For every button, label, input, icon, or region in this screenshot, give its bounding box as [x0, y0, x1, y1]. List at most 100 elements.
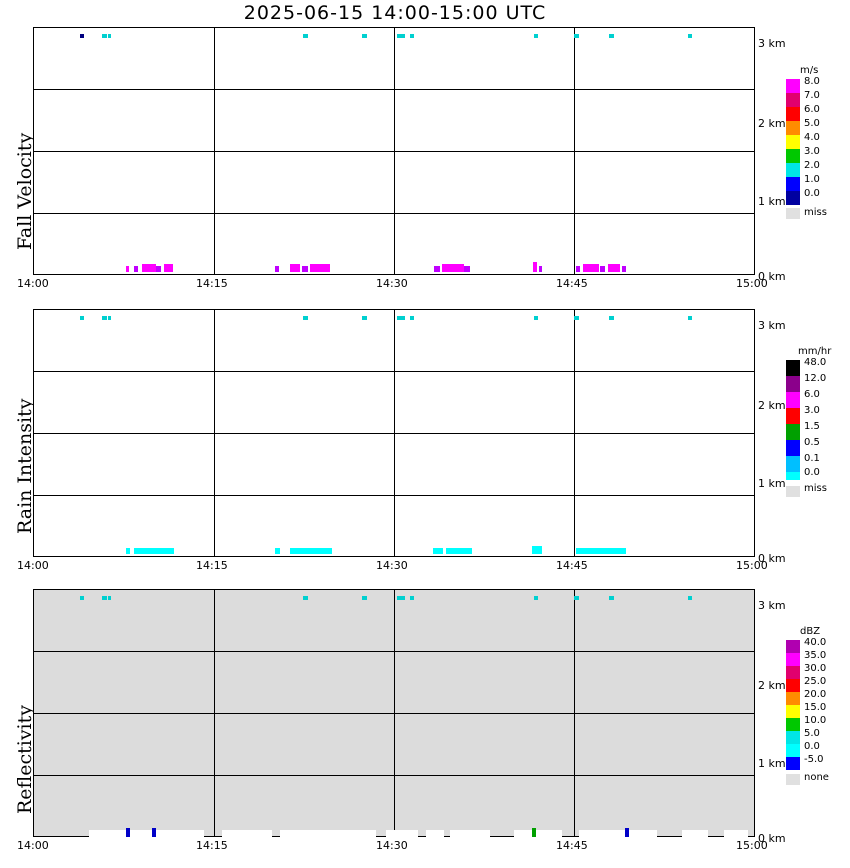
panel-fall-velocity-plot [33, 27, 755, 275]
data-cell [222, 830, 272, 837]
colorbar-swatch [786, 360, 800, 376]
gridline-v [214, 590, 215, 836]
data-cell [290, 548, 332, 554]
data-cell [126, 828, 130, 837]
data-cell [536, 830, 562, 837]
colorbar-tick: 10.0 [804, 715, 827, 726]
data-cell [534, 34, 538, 38]
xtick-label: 15:00 [736, 277, 768, 290]
colorbar-swatch [786, 679, 800, 692]
ytick-label: 3 km [758, 319, 786, 332]
data-cell [450, 830, 490, 837]
colorbar-missing-label: miss [804, 483, 827, 494]
colorbar-swatch [786, 731, 800, 744]
data-cell [134, 548, 174, 554]
gridline-v [214, 310, 215, 556]
xtick-label: 14:15 [196, 559, 228, 572]
figure-title: 2025-06-15 14:00-15:00 UTC [243, 2, 547, 24]
colorbar-swatch [786, 93, 800, 107]
colorbar-tick: 0.0 [804, 467, 820, 478]
ytick-label: 2 km [758, 679, 786, 692]
colorbar-tick: 0.0 [804, 741, 820, 752]
data-cell [397, 34, 405, 38]
ytick-label: 1 km [758, 757, 786, 770]
data-cell [532, 828, 536, 837]
data-cell [688, 34, 692, 38]
data-cell [134, 266, 138, 272]
xtick-label: 14:45 [556, 559, 588, 572]
data-cell [539, 266, 542, 272]
colorbar-swatch [786, 121, 800, 135]
colorbar-tick: 0.5 [804, 437, 820, 448]
colorbar-tick: 5.0 [804, 118, 820, 129]
colorbar-tick: 6.0 [804, 389, 820, 400]
data-cell [290, 264, 300, 272]
data-cell [434, 266, 440, 272]
panel-rain-intensity: Rain Intensity [0, 282, 850, 572]
ytick-label: 2 km [758, 399, 786, 412]
data-cell [629, 830, 657, 837]
data-cell [108, 316, 111, 320]
ytick-label: 2 km [758, 117, 786, 130]
xtick-label: 14:45 [556, 839, 588, 852]
colorbar-tick: 35.0 [804, 650, 827, 661]
data-cell [688, 316, 692, 320]
data-cell [89, 830, 129, 837]
colorbar-tick: 48.0 [804, 357, 827, 368]
data-cell [362, 34, 367, 38]
colorbar-swatch [786, 472, 800, 480]
data-cell [514, 830, 532, 837]
data-cell [442, 264, 464, 272]
data-cell [362, 596, 367, 600]
colorbar-tick: 7.0 [804, 90, 820, 101]
data-cell [533, 262, 537, 272]
gridline-v [574, 590, 575, 836]
colorbar-swatch [786, 640, 800, 653]
gridline-v [574, 28, 575, 274]
data-cell [625, 828, 629, 837]
ytick-label: 0 km [758, 552, 786, 565]
colorbar-swatch [786, 440, 800, 456]
colorbar-swatch [786, 705, 800, 718]
data-cell [80, 316, 84, 320]
data-cell [583, 264, 599, 272]
colorbar-tick: 15.0 [804, 702, 827, 713]
data-cell [410, 34, 414, 38]
xtick-label: 14:30 [376, 559, 408, 572]
data-cell [386, 830, 418, 837]
xtick-label: 14:45 [556, 277, 588, 290]
colorbar-swatch [786, 191, 800, 205]
data-cell [574, 316, 579, 320]
panel-reflectivity-plot [33, 589, 755, 837]
gridline-v [214, 28, 215, 274]
ytick-label: 1 km [758, 477, 786, 490]
xtick-label: 14:00 [17, 559, 49, 572]
data-cell [303, 34, 308, 38]
data-cell [156, 266, 161, 272]
data-cell [164, 264, 173, 272]
data-cell [397, 596, 405, 600]
colorbar-swatch [786, 408, 800, 424]
colorbar-swatch [786, 135, 800, 149]
colorbar-tick: 1.5 [804, 421, 820, 432]
ytick-label: 1 km [758, 195, 786, 208]
gridline-v [394, 310, 395, 556]
colorbar-tick: 4.0 [804, 132, 820, 143]
ytick-label: 0 km [758, 832, 786, 845]
colorbar-swatch [786, 376, 800, 392]
colorbar-swatch [786, 392, 800, 408]
colorbar-tick: 30.0 [804, 663, 827, 674]
data-cell [688, 596, 692, 600]
data-cell [464, 266, 470, 272]
data-cell [102, 34, 107, 38]
ytick-label: 3 km [758, 37, 786, 50]
colorbar-swatch [786, 424, 800, 440]
data-cell [534, 316, 538, 320]
colorbar-tick: 3.0 [804, 146, 820, 157]
data-cell [80, 34, 84, 38]
colorbar-units: m/s [800, 65, 819, 76]
data-cell [126, 266, 129, 272]
colorbar-swatch-missing [786, 208, 800, 219]
data-cell [622, 266, 626, 272]
